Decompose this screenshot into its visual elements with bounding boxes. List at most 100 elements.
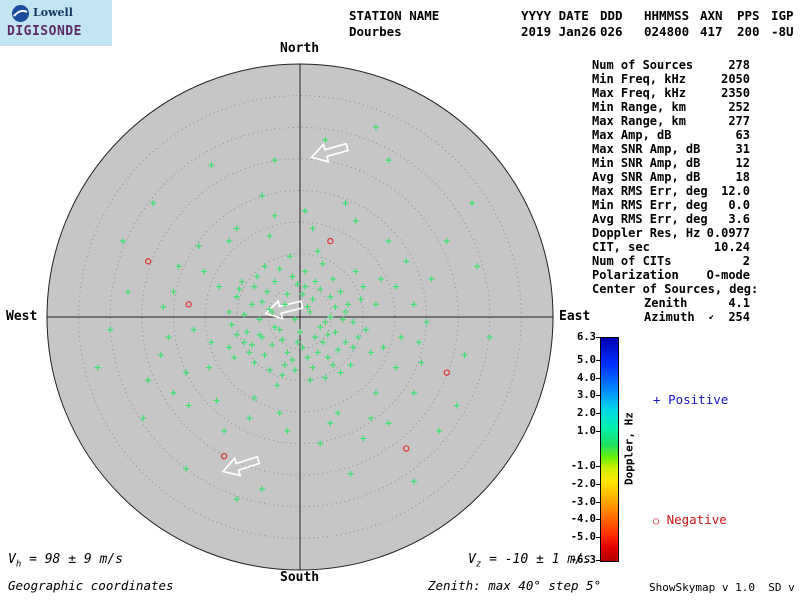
- colorbar-tick-label: 4.0: [577, 371, 596, 384]
- stats-label: Max RMS Err, deg: [592, 184, 708, 198]
- azimuth-direction-icon: ↙: [708, 312, 715, 322]
- stats-value: 278: [728, 58, 750, 72]
- east-label: East: [559, 309, 591, 324]
- stats-value: 63: [735, 128, 750, 142]
- stats-label: Avg RMS Err, deg: [592, 212, 708, 226]
- stats-row: Azimuth ↙ 254: [592, 310, 750, 324]
- logo-digisonde-text: DIGISONDE: [7, 24, 82, 39]
- stats-value: 12: [735, 156, 750, 170]
- stats-label: Polarization: [592, 268, 679, 282]
- colorbar-tick-label: -4.0: [570, 513, 596, 526]
- colorbar-tick-label: 2.0: [577, 407, 596, 420]
- stats-row: Polarization O-mode: [592, 268, 750, 282]
- header-field-yyyy-date: YYYY DATE 2019 Jan26: [521, 8, 597, 39]
- negative-marker-icon: ○: [653, 516, 660, 527]
- negative-doppler-source: [144, 258, 152, 265]
- stats-label: Max Amp, dB: [592, 128, 672, 142]
- colorbar-tick-label: 5.0: [577, 354, 596, 366]
- doppler-colorbar: [600, 337, 619, 562]
- stats-row: Max Freq, kHz 2350: [592, 86, 750, 100]
- stats-value: 12.0: [721, 184, 750, 198]
- colorbar-tick-mark: [596, 395, 600, 397]
- colorbar-tick-mark: [596, 501, 600, 503]
- stats-value: 0.0: [728, 198, 750, 212]
- stats-label: Num of CITs: [592, 254, 672, 268]
- colorbar-tick-mark: [596, 337, 600, 338]
- colorbar-tick-label: 6.3: [577, 331, 596, 343]
- header-field-pps: PPS 200: [737, 8, 760, 39]
- stats-row: Max SNR Amp, dB 31: [592, 142, 750, 156]
- colorbar-tick-mark: [596, 519, 600, 521]
- colorbar-tick-label: 1.0: [577, 424, 596, 437]
- stats-row: Min RMS Err, deg 0.0: [592, 198, 750, 212]
- stats-label: Min SNR Amp, dB: [592, 156, 701, 170]
- version-credit: ShowSkymap v 1.0 SD v 5.1: [649, 581, 795, 594]
- stats-label: Min Range, km: [592, 100, 686, 114]
- stats-row: Min SNR Amp, dB 12: [592, 156, 750, 170]
- stats-label: Max SNR Amp, dB: [592, 142, 701, 156]
- negative-doppler-source: [327, 237, 334, 245]
- stats-value: 254: [728, 310, 750, 324]
- colorbar-title: Doppler, Hz: [622, 412, 636, 485]
- colorbar-tick-mark: [596, 560, 600, 561]
- stats-value: 3.6: [728, 212, 750, 226]
- stats-row: Min Range, km 252: [592, 100, 750, 114]
- stats-label: CIT, sec: [592, 240, 650, 254]
- zenith-scale-note: Zenith: max 40° step 5°: [428, 578, 602, 593]
- colorbar-tick-mark: [596, 536, 600, 538]
- header-field-igp: IGP -8U: [771, 8, 794, 39]
- negative-doppler-source: [443, 369, 450, 376]
- stats-row: Zenith 4.1: [592, 296, 750, 310]
- legend-positive-label: Positive: [668, 392, 729, 407]
- header-field-ddd: DDD 026: [600, 8, 623, 39]
- colorbar-tick-label: -3.0: [570, 495, 596, 508]
- stats-label: Min Freq, kHz: [592, 72, 686, 86]
- stats-row: Min Freq, kHz 2050: [592, 72, 750, 86]
- stats-value: 10.24: [713, 240, 750, 254]
- stats-label: Max Range, km: [592, 114, 686, 128]
- stats-value: 4.1: [728, 296, 750, 310]
- colorbar-tick-label: -2.0: [570, 477, 596, 490]
- stats-row: Max RMS Err, deg 12.0: [592, 184, 750, 198]
- stats-row: Max Range, km 277: [592, 114, 750, 128]
- colorbar-tick-label: 3.0: [577, 389, 596, 402]
- stats-label: Azimuth: [644, 310, 695, 324]
- stats-row: Num of CITs 2: [592, 254, 750, 268]
- legend-negative: ○ Negative: [653, 512, 727, 527]
- colorbar-tick-mark: [596, 413, 600, 415]
- colorbar-tick-label: -1.0: [570, 460, 596, 473]
- stats-label: Max Freq, kHz: [592, 86, 686, 100]
- stats-row: Center of Sources, deg:: [592, 282, 758, 296]
- stats-value: 277: [728, 114, 750, 128]
- stats-row: Max Amp, dB 63: [592, 128, 750, 142]
- positive-doppler-sources: [94, 124, 493, 503]
- colorbar-tick-mark: [596, 360, 600, 361]
- horizontal-velocity-readout: Vh = 98 ± 9 m/s: [8, 552, 123, 570]
- stats-panel: Num of Sources 278 Min Freq, kHz 2050 Max Fr…: [592, 58, 758, 324]
- south-label: South: [280, 570, 320, 585]
- drift-arrow-icon: [309, 142, 350, 163]
- stats-value: 0.0977: [706, 226, 750, 240]
- stats-value: 252: [728, 100, 750, 114]
- header-field-axn: AXN 417: [700, 8, 723, 39]
- stats-label: Zenith: [644, 296, 688, 310]
- header-field-station-name: STATION NAME Dourbes: [349, 8, 440, 39]
- colorbar-tick-label: -6.3: [570, 554, 596, 566]
- lowell-digisonde-logo: Lowell DIGISONDE: [0, 0, 112, 46]
- colorbar-tick-mark: [596, 483, 600, 485]
- lowell-globe-icon: [12, 5, 29, 22]
- stats-row: Doppler Res, Hz 0.0977: [592, 226, 750, 240]
- stats-row: Avg SNR Amp, dB 18: [592, 170, 750, 184]
- vertical-velocity-readout: Vz = -10 ± 1 m/s: [468, 552, 591, 570]
- stats-value: 2: [742, 254, 750, 268]
- colorbar-tick-label: -5.0: [570, 530, 596, 543]
- drift-arrow-icon: [264, 299, 304, 320]
- legend-negative-label: Negative: [666, 512, 727, 527]
- negative-doppler-source: [403, 445, 410, 452]
- legend-positive: + Positive: [653, 392, 728, 407]
- stats-value: 31: [735, 142, 750, 156]
- header-field-hhmmss: HHMMSS 024800: [644, 8, 690, 39]
- stats-row: CIT, sec 10.24: [592, 240, 750, 254]
